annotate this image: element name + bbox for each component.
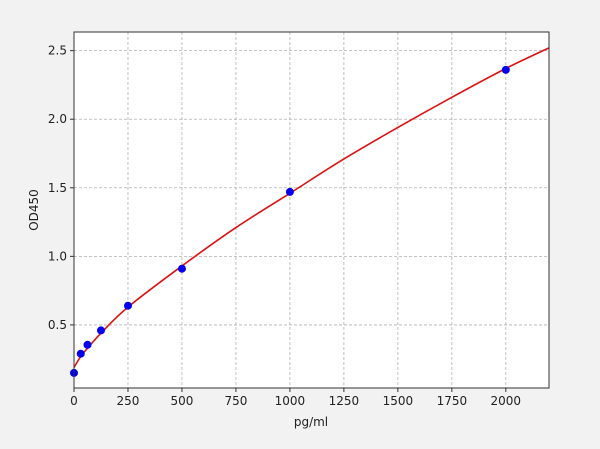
y-tick-label: 1.0 [48, 249, 67, 263]
data-point [76, 349, 85, 358]
data-point [123, 301, 132, 310]
y-axis-ticks: 0.5 1.0 1.5 2.0 2.5 [48, 44, 74, 332]
data-point [285, 187, 294, 196]
data-point [96, 326, 105, 335]
x-tick-label: 500 [171, 394, 194, 408]
plot-area [74, 32, 549, 388]
y-axis-label: OD450 [27, 189, 41, 231]
x-tick-label: 1000 [275, 394, 306, 408]
data-points [70, 65, 510, 377]
x-tick-label: 2000 [491, 394, 522, 408]
data-point [177, 264, 186, 273]
y-tick-label: 2.5 [48, 44, 67, 58]
y-tick-label: 2.0 [48, 112, 67, 126]
plot-frame [73, 31, 550, 389]
x-axis-label: pg/ml [294, 415, 328, 429]
x-tick-label: 750 [224, 394, 247, 408]
x-tick-label: 1500 [383, 394, 414, 408]
data-point [501, 65, 510, 74]
x-tick-label: 1250 [329, 394, 360, 408]
x-tick-label: 1750 [437, 394, 468, 408]
x-tick-label: 250 [117, 394, 140, 408]
grid [73, 32, 549, 388]
data-point [83, 340, 92, 349]
x-tick-label: 0 [70, 394, 78, 408]
y-tick-label: 1.5 [48, 181, 67, 195]
y-tick-label: 0.5 [48, 318, 67, 332]
x-axis-ticks: 0 250 500 750 1000 1250 1500 1750 2000 [70, 388, 521, 408]
